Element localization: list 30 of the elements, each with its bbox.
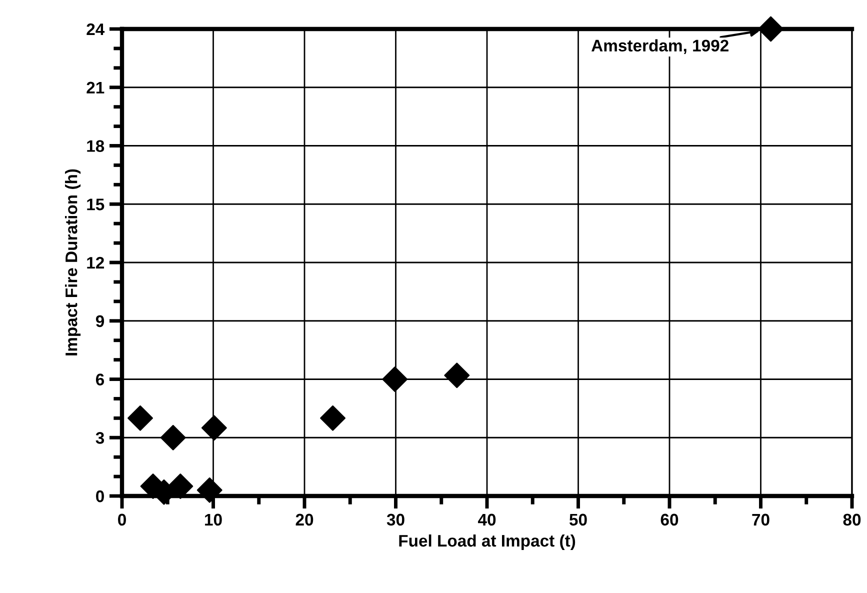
y-tick-label: 18 [87, 140, 104, 152]
x-axis-title: Fuel Load at Impact (t) [399, 534, 576, 550]
x-tick-label: 60 [660, 514, 678, 526]
point [168, 474, 194, 499]
point [160, 424, 186, 450]
y-tick-label: 24 [86, 23, 105, 36]
y-tick-label: 6 [96, 374, 104, 386]
point [444, 362, 470, 388]
point [320, 405, 346, 431]
x-tick-label: 20 [296, 514, 314, 526]
point [128, 405, 153, 431]
x-tick-label: 80 [843, 514, 861, 526]
point [382, 366, 408, 392]
y-tick-label: 3 [96, 432, 104, 444]
y-tick-label: 9 [96, 315, 104, 328]
y-tick-label: 12 [87, 256, 104, 269]
x-tick-label: 10 [205, 514, 222, 526]
y-tick-label: 21 [86, 82, 104, 94]
point [196, 477, 222, 503]
y-tick-label: 0 [96, 490, 104, 502]
point [201, 415, 227, 441]
point [758, 16, 784, 42]
y-tick-label: 15 [87, 198, 104, 210]
y-axis-title: Impact Fire Duration (h) [65, 169, 81, 356]
x-tick-label: 70 [752, 514, 770, 526]
x-tick-label: 0 [118, 514, 126, 526]
annotation: Amsterdam, 1992 [592, 39, 728, 54]
x-tick-label: 50 [569, 514, 587, 526]
x-tick-label: 40 [478, 514, 496, 526]
x-tick-label: 30 [386, 514, 404, 526]
